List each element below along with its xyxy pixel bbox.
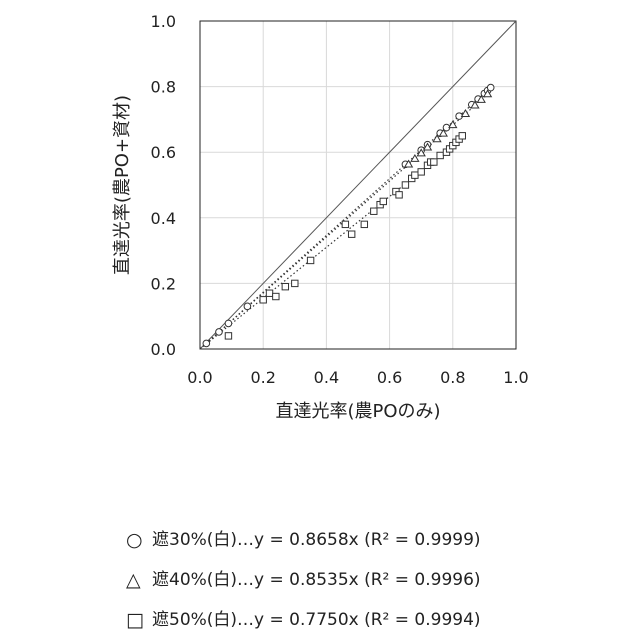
x-tick-label: 0.8 (440, 368, 465, 387)
x-axis-title: 直達光率(農POのみ) (275, 401, 440, 422)
y-tick-label: 0.6 (151, 143, 176, 162)
data-point-square (412, 172, 418, 178)
square-marker-icon: □ (126, 600, 152, 640)
data-point-circle (244, 303, 251, 310)
data-point-square (371, 208, 377, 214)
legend-item-square: □ 遮50%(白)…y = 0.7750x (R² = 0.9994) (126, 600, 481, 640)
x-tick-label: 0.0 (187, 368, 212, 387)
data-point-square (361, 221, 367, 227)
data-point-square (292, 280, 298, 286)
scatter-chart: 0.0 0.2 0.4 0.6 0.8 1.0 0.0 0.2 0.4 0.6 0.8 1.0 直達… (0, 0, 640, 500)
data-point-square (260, 297, 266, 303)
data-point-circle (487, 84, 494, 91)
legend: ○ 遮30%(白)…y = 0.8658x (R² = 0.9999) △ 遮4… (126, 520, 481, 640)
x-tick-label: 0.2 (250, 368, 275, 387)
legend-label: 遮50%(白)…y = 0.7750x (R² = 0.9994) (152, 600, 481, 640)
y-axis-title: 直達光率(農PO+資材) (112, 95, 133, 275)
data-point-square (273, 293, 279, 299)
legend-label: 遮40%(白)…y = 0.8535x (R² = 0.9996) (152, 560, 481, 600)
y-tick-labels: 0.0 0.2 0.4 0.6 0.8 1.0 (151, 12, 176, 359)
data-point-square (437, 152, 443, 158)
data-point-square (402, 182, 408, 188)
data-point-square (348, 231, 354, 237)
y-tick-label: 0.8 (151, 78, 176, 97)
circle-marker-icon: ○ (126, 520, 152, 560)
legend-item-triangle: △ 遮40%(白)…y = 0.8535x (R² = 0.9996) (126, 560, 481, 600)
data-point-square (225, 333, 231, 339)
y-tick-label: 0.4 (151, 209, 176, 228)
data-point-square (418, 169, 424, 175)
y-tick-label: 1.0 (151, 12, 176, 31)
data-point-square (307, 257, 313, 263)
x-tick-label: 1.0 (503, 368, 528, 387)
data-point-square (380, 198, 386, 204)
y-tick-label: 0.2 (151, 274, 176, 293)
x-tick-label: 0.6 (377, 368, 402, 387)
data-point-circle (203, 340, 210, 347)
legend-label: 遮30%(白)…y = 0.8658x (R² = 0.9999) (152, 520, 481, 560)
data-point-square (342, 221, 348, 227)
data-point-square (459, 133, 465, 139)
reference-line (200, 21, 516, 349)
data-point-circle (225, 320, 232, 327)
triangle-marker-icon: △ (126, 560, 152, 600)
x-tick-label: 0.4 (314, 368, 339, 387)
data-point-square (266, 290, 272, 296)
data-point-square (396, 192, 402, 198)
y-tick-label: 0.0 (151, 340, 176, 359)
reference-line-group (200, 21, 516, 349)
data-point-circle (216, 329, 223, 336)
data-point-square (431, 159, 437, 165)
data-point-square (282, 283, 288, 289)
x-tick-labels: 0.0 0.2 0.4 0.6 0.8 1.0 (187, 368, 528, 387)
legend-item-circle: ○ 遮30%(白)…y = 0.8658x (R² = 0.9999) (126, 520, 481, 560)
